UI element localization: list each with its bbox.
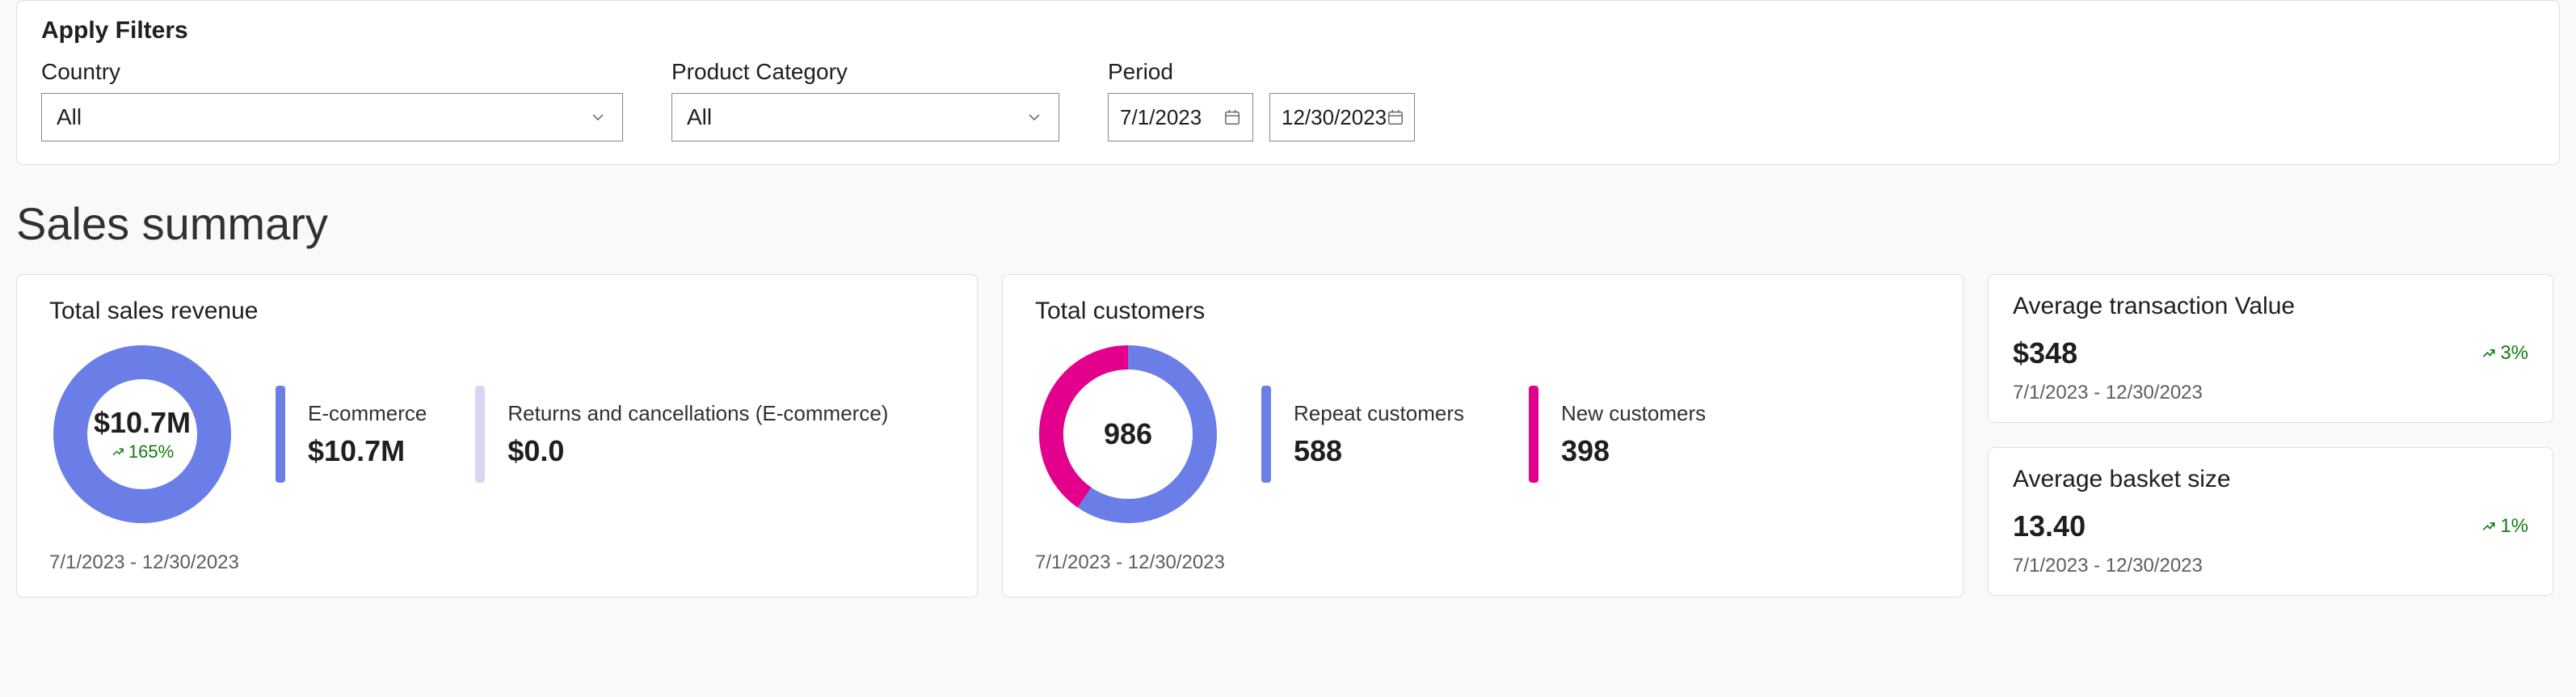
small-metric-card: Average basket size 13.40 1% 7/1/2023 - 12/… xyxy=(1988,447,2553,596)
filter-category: Product Category All xyxy=(671,59,1059,142)
section-heading: Sales summary xyxy=(16,197,2560,250)
card-total-customers: Total customers 986 Repeat customers 588 N… xyxy=(1002,274,1964,598)
customers-breakdown: Repeat customers 588 New customers 398 xyxy=(1261,386,1706,483)
period-end-input[interactable]: 12/30/2023 xyxy=(1269,93,1415,142)
filters-panel: Apply Filters Country All Product Catego… xyxy=(16,0,2560,165)
metric-value: 13.40 xyxy=(2013,509,2086,543)
metric-color-bar xyxy=(475,386,485,483)
metric-value: 588 xyxy=(1294,434,1464,468)
metric-color-bar xyxy=(276,386,285,483)
metric-label: New customers xyxy=(1561,401,1706,426)
metric-delta: 3% xyxy=(2481,342,2528,365)
metric-value: 398 xyxy=(1561,434,1706,468)
metric-color-bar xyxy=(1261,386,1271,483)
period-end-value: 12/30/2023 xyxy=(1282,105,1387,130)
metric-item: Returns and cancellations (E-commerce) $0… xyxy=(475,386,888,483)
filters-title: Apply Filters xyxy=(41,17,2535,44)
calendar-icon xyxy=(1223,108,1241,126)
revenue-date-range: 7/1/2023 - 12/30/2023 xyxy=(49,551,945,574)
calendar-icon xyxy=(1387,108,1404,126)
country-select[interactable]: All xyxy=(41,93,623,142)
metric-date-range: 7/1/2023 - 12/30/2023 xyxy=(2013,382,2528,404)
customers-donut-value: 986 xyxy=(1104,417,1152,451)
period-start-input[interactable]: 7/1/2023 xyxy=(1108,93,1253,142)
metric-item: Repeat customers 588 xyxy=(1261,386,1464,483)
chevron-down-icon xyxy=(588,108,608,127)
small-cards-stack: Average transaction Value $348 3% 7/1/2023 … xyxy=(1988,274,2553,598)
category-select-value: All xyxy=(687,104,712,130)
customers-donut-chart: 986 xyxy=(1035,341,1221,527)
revenue-donut-value: $10.7M xyxy=(94,406,191,440)
metric-value: $348 xyxy=(2013,336,2077,370)
metric-delta: 1% xyxy=(2481,515,2528,538)
metric-label: Returns and cancellations (E-commerce) xyxy=(507,401,888,426)
chevron-down-icon xyxy=(1025,108,1044,127)
filter-period-label: Period xyxy=(1108,59,1415,85)
country-select-value: All xyxy=(57,104,82,130)
filter-category-label: Product Category xyxy=(671,59,1059,85)
card-title: Average transaction Value xyxy=(2013,293,2528,320)
card-total-sales-revenue: Total sales revenue $10.7M 165% E-commer… xyxy=(16,274,978,598)
filter-country-label: Country xyxy=(41,59,623,85)
small-metric-card: Average transaction Value $348 3% 7/1/2023 … xyxy=(1988,274,2553,423)
metric-color-bar xyxy=(1529,386,1538,483)
filter-period: Period 7/1/2023 12/30/2023 xyxy=(1108,59,1415,142)
metric-item: New customers 398 xyxy=(1529,386,1706,483)
period-start-value: 7/1/2023 xyxy=(1120,105,1202,130)
metric-date-range: 7/1/2023 - 12/30/2023 xyxy=(2013,555,2528,577)
metric-item: E-commerce $10.7M xyxy=(276,386,427,483)
revenue-breakdown: E-commerce $10.7M Returns and cancellation… xyxy=(276,386,888,483)
card-title: Total customers xyxy=(1035,298,1930,325)
metric-value: $10.7M xyxy=(308,434,427,468)
metric-label: Repeat customers xyxy=(1294,401,1464,426)
filter-country: Country All xyxy=(41,59,623,142)
metric-label: E-commerce xyxy=(308,401,427,426)
metric-value: $0.0 xyxy=(507,434,888,468)
category-select[interactable]: All xyxy=(671,93,1059,142)
revenue-donut-delta: 165% xyxy=(111,441,174,463)
card-title: Average basket size xyxy=(2013,466,2528,493)
revenue-donut-chart: $10.7M 165% xyxy=(49,341,235,527)
customers-date-range: 7/1/2023 - 12/30/2023 xyxy=(1035,551,1930,574)
card-title: Total sales revenue xyxy=(49,298,945,325)
